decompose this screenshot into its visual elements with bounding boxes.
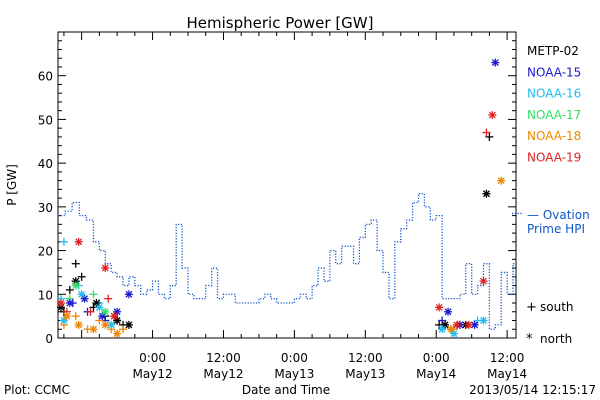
north-point	[449, 329, 458, 338]
south-legend-symbol: +	[526, 300, 537, 315]
axis-ticks	[58, 32, 516, 339]
north-point	[62, 312, 71, 321]
north-point	[65, 299, 74, 308]
x-tick-label-date: May13	[274, 367, 314, 381]
y-tick-label: 60	[38, 70, 53, 84]
south-point	[104, 294, 113, 303]
north-point	[113, 307, 122, 316]
legend-item-noaa-18: NOAA-18	[527, 129, 581, 143]
x-tick-label-date: May12	[133, 367, 173, 381]
south-point	[59, 237, 68, 246]
north-point	[479, 277, 488, 286]
south-point	[485, 132, 494, 141]
ovation-legend-line2: Prime HPI	[527, 222, 585, 236]
north-point	[113, 329, 122, 338]
legend: METP-02 NOAA-15 NOAA-16 NOAA-17 NOAA-18 NOAA-…	[527, 44, 581, 165]
x-tick-label-date: May14	[416, 367, 456, 381]
south-point	[438, 316, 447, 325]
ovation-line	[58, 193, 516, 330]
x-axis-label: Date and Time	[242, 383, 330, 397]
north-legend-label: north	[540, 332, 572, 346]
north-point	[479, 316, 488, 325]
south-point	[86, 307, 95, 316]
north-point	[74, 320, 83, 329]
north-point	[441, 320, 450, 329]
x-tick-labels: 0:00 May12 12:00 May12 0:00 May13 12:00 May13 0:…	[133, 351, 528, 381]
satellite-points	[56, 58, 506, 338]
north-point	[101, 307, 110, 316]
north-point	[446, 325, 455, 334]
south-point	[89, 290, 98, 299]
y-tick-label: 50	[38, 113, 53, 127]
ovation-series	[58, 193, 522, 330]
south-point	[77, 272, 86, 281]
plot-frame	[57, 31, 517, 339]
legend-item-noaa-17: NOAA-17	[527, 108, 581, 122]
north-point	[491, 58, 500, 67]
north-point	[113, 316, 122, 325]
north-point	[488, 111, 497, 120]
x-tick-label-time: 12:00	[348, 351, 383, 365]
y-tick-label: 20	[38, 245, 53, 259]
south-point	[71, 312, 80, 321]
north-point	[444, 307, 453, 316]
north-legend-symbol: *	[526, 332, 533, 347]
x-tick-label-time: 0:00	[139, 351, 166, 365]
north-point	[482, 189, 491, 198]
x-tick-label-date: May12	[203, 367, 243, 381]
y-axis-label: P [GW]	[5, 164, 19, 206]
x-tick-label-date: May14	[487, 367, 527, 381]
plot-timestamp: 2013/05/14 12:15:17	[469, 383, 596, 397]
north-point	[74, 237, 83, 246]
plot-credit: Plot: CCMC	[4, 383, 70, 397]
north-point	[71, 281, 80, 290]
ovation-legend-line1: — Ovation	[527, 208, 590, 222]
north-point	[98, 312, 107, 321]
north-point	[435, 303, 444, 312]
north-point	[89, 325, 98, 334]
x-tick-label-date: May13	[345, 367, 385, 381]
south-point	[65, 285, 74, 294]
north-point	[452, 320, 461, 329]
south-point	[119, 325, 128, 334]
north-point	[124, 290, 133, 299]
south-point	[482, 128, 491, 137]
legend-item-metp-02: METP-02	[527, 44, 579, 58]
north-point	[56, 299, 65, 308]
north-point	[95, 303, 104, 312]
y-tick-label: 10	[38, 288, 53, 302]
legend-item-noaa-19: NOAA-19	[527, 151, 581, 165]
south-point	[95, 316, 104, 325]
south-legend-label: south	[540, 300, 574, 314]
x-tick-label-time: 0:00	[281, 351, 308, 365]
chart-title: Hemispheric Power [GW]	[187, 14, 374, 32]
north-point	[92, 299, 101, 308]
north-point	[110, 312, 119, 321]
y-tick-label: 30	[38, 201, 53, 215]
x-tick-label-time: 0:00	[423, 351, 450, 365]
y-tick-label: 40	[38, 157, 53, 171]
north-point	[124, 320, 133, 329]
north-point	[497, 176, 506, 185]
north-point	[464, 320, 473, 329]
north-point	[101, 320, 110, 329]
x-tick-label-time: 12:00	[206, 351, 241, 365]
north-point	[101, 264, 110, 273]
y-tick-labels: 0 10 20 30 40 50 60	[38, 70, 53, 346]
south-point	[71, 259, 80, 268]
x-tick-label-time: 12:00	[490, 351, 525, 365]
north-point	[80, 294, 89, 303]
legend-item-noaa-16: NOAA-16	[527, 87, 581, 101]
north-point	[77, 290, 86, 299]
north-point	[438, 325, 447, 334]
north-point	[59, 316, 68, 325]
legend-item-noaa-15: NOAA-15	[527, 65, 581, 79]
y-tick-label: 0	[45, 332, 53, 346]
